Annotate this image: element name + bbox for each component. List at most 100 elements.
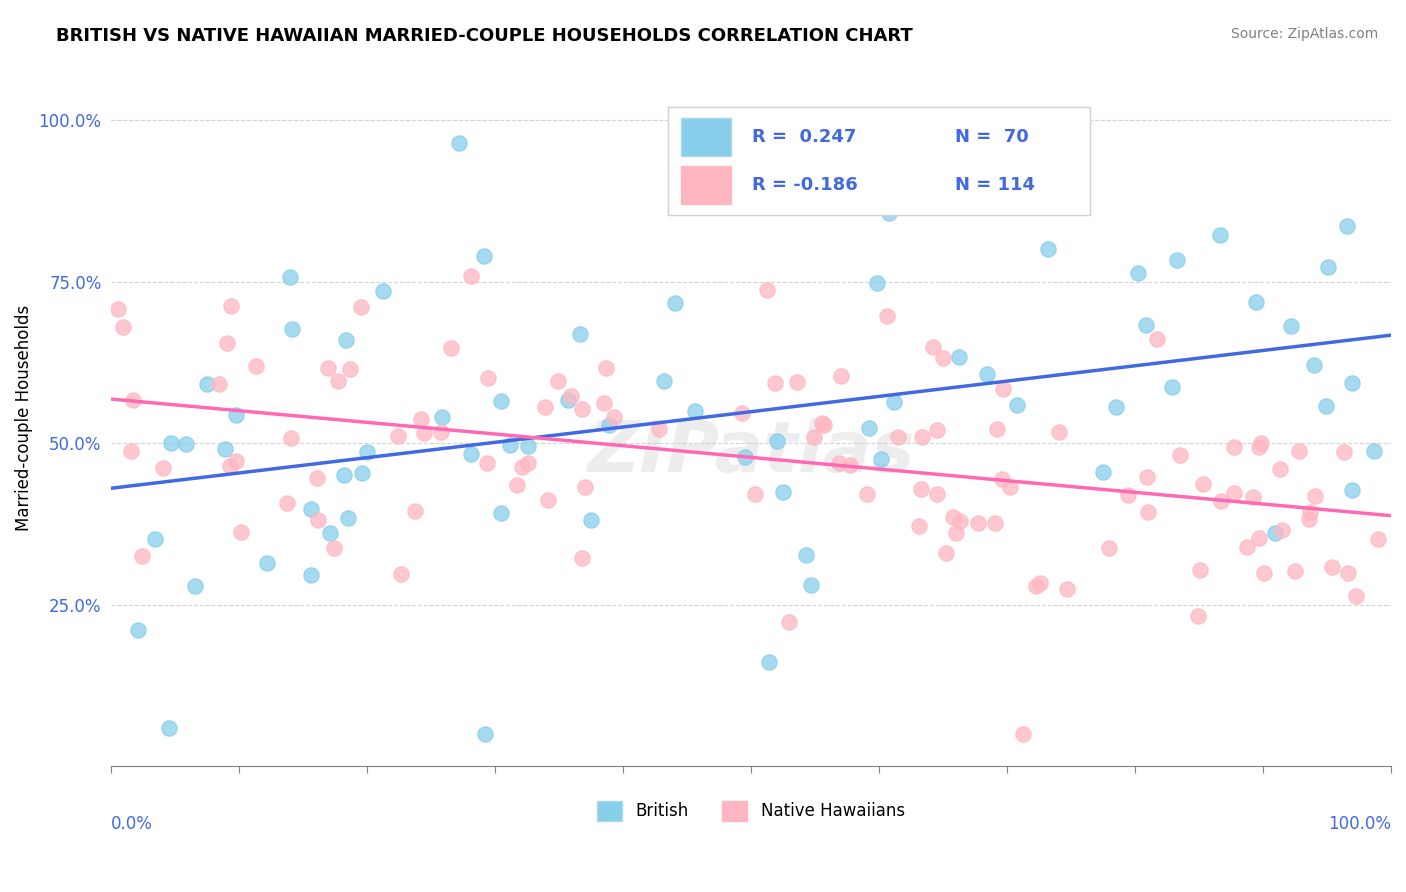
Point xyxy=(323,541,346,556)
Point xyxy=(1160,380,1182,394)
Point xyxy=(1007,398,1029,412)
Point xyxy=(1346,589,1368,603)
Point xyxy=(1241,490,1264,504)
Point xyxy=(1299,505,1322,519)
Point xyxy=(326,374,349,388)
Point xyxy=(215,335,238,350)
Point xyxy=(474,727,496,741)
Point xyxy=(447,136,470,151)
Point xyxy=(869,452,891,467)
Point xyxy=(1336,219,1358,234)
Point xyxy=(339,362,361,376)
Point xyxy=(984,516,1007,531)
Point xyxy=(1268,462,1291,476)
Point xyxy=(945,526,967,541)
Point xyxy=(803,429,825,443)
Point xyxy=(1029,576,1052,591)
Point xyxy=(219,459,242,474)
Point xyxy=(510,460,533,475)
Point xyxy=(1250,435,1272,450)
Point xyxy=(1320,559,1343,574)
Point xyxy=(1367,532,1389,546)
Point xyxy=(574,479,596,493)
Point xyxy=(460,447,482,461)
Point xyxy=(942,510,965,524)
Point xyxy=(460,268,482,283)
Point xyxy=(371,285,394,299)
Point xyxy=(683,404,706,418)
Point xyxy=(387,429,409,443)
Point xyxy=(648,422,671,436)
Point xyxy=(794,548,817,562)
Point xyxy=(299,501,322,516)
Point xyxy=(993,382,1015,396)
Point xyxy=(335,333,357,347)
Point xyxy=(1223,486,1246,500)
Point xyxy=(1000,480,1022,494)
Point xyxy=(1298,511,1320,525)
Point xyxy=(307,471,329,485)
Point xyxy=(475,457,498,471)
Point xyxy=(883,394,905,409)
Point xyxy=(744,487,766,501)
Point xyxy=(499,437,522,451)
Point xyxy=(910,180,932,194)
Y-axis label: Married-couple Households: Married-couple Households xyxy=(15,304,32,531)
Point xyxy=(1146,332,1168,346)
Point xyxy=(858,421,880,435)
Point xyxy=(404,504,426,518)
Point xyxy=(472,249,495,263)
Point xyxy=(652,374,675,388)
Point xyxy=(120,444,142,458)
Point xyxy=(299,568,322,582)
Point xyxy=(280,322,302,336)
Point xyxy=(1136,470,1159,484)
Point xyxy=(231,525,253,540)
Point xyxy=(810,416,832,430)
Point xyxy=(534,400,557,414)
Point xyxy=(112,320,135,334)
Point xyxy=(730,406,752,420)
Point xyxy=(1264,526,1286,541)
Point xyxy=(516,439,538,453)
Point xyxy=(1189,563,1212,577)
Point xyxy=(537,493,560,508)
Point xyxy=(516,456,538,470)
Point xyxy=(734,450,756,464)
Point xyxy=(1209,227,1232,242)
Point xyxy=(131,549,153,563)
Point xyxy=(911,430,934,444)
Point xyxy=(409,412,432,426)
Point xyxy=(887,430,910,444)
Point xyxy=(772,485,794,500)
Point xyxy=(183,579,205,593)
Point xyxy=(778,615,800,630)
Point xyxy=(664,296,686,310)
Point xyxy=(986,422,1008,436)
Point xyxy=(157,721,180,735)
Point xyxy=(569,326,592,341)
Point xyxy=(1246,294,1268,309)
Point xyxy=(1303,489,1326,503)
Point xyxy=(1236,541,1258,555)
Point xyxy=(1316,260,1339,274)
Point xyxy=(1288,444,1310,458)
Point xyxy=(935,546,957,560)
Point xyxy=(800,578,823,592)
Text: Source: ZipAtlas.com: Source: ZipAtlas.com xyxy=(1230,27,1378,41)
Point xyxy=(1092,465,1115,479)
Point xyxy=(1105,400,1128,414)
Point xyxy=(1362,444,1385,458)
Point xyxy=(1166,253,1188,268)
Point xyxy=(560,389,582,403)
Point xyxy=(430,425,453,439)
Point xyxy=(1168,448,1191,462)
Point xyxy=(208,376,231,391)
Point xyxy=(1249,531,1271,545)
Point xyxy=(1047,425,1070,439)
Point xyxy=(350,300,373,314)
Point xyxy=(865,156,887,170)
Point xyxy=(1337,566,1360,581)
Point xyxy=(1036,242,1059,256)
Point xyxy=(214,442,236,456)
